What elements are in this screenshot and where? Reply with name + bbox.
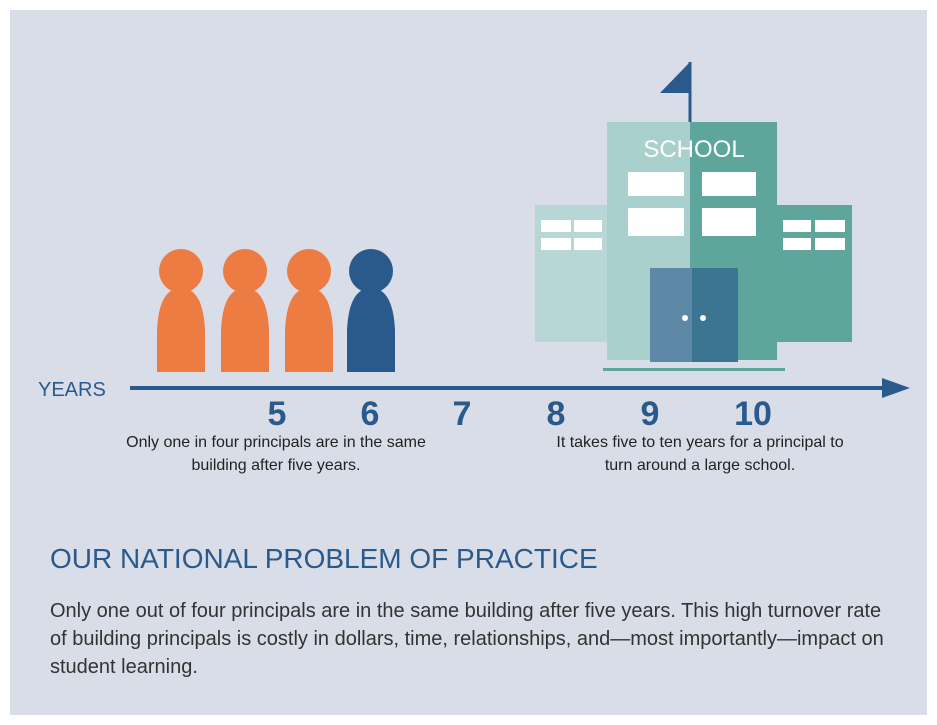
knob <box>700 315 706 321</box>
person-head <box>287 249 331 293</box>
axis-arrow <box>882 378 910 398</box>
year-label: 6 <box>361 395 380 433</box>
person-body <box>285 288 333 372</box>
caption: Only one in four principals are in the s… <box>126 431 426 477</box>
person-head <box>349 249 393 293</box>
base <box>603 368 785 371</box>
flag <box>660 62 690 93</box>
person-body <box>157 288 205 372</box>
page: SCHOOL YEARS 5 6 7 8 9 10 Only one in four pr… <box>0 0 937 725</box>
year-label: 5 <box>268 395 287 433</box>
knob <box>682 315 688 321</box>
caption: It takes five to ten years for a princip… <box>550 431 850 477</box>
year-label: 10 <box>734 395 772 433</box>
person-body <box>347 288 395 372</box>
door-left <box>650 268 692 362</box>
school-sign: SCHOOL <box>643 136 744 163</box>
people <box>157 249 395 372</box>
door-right <box>692 268 738 362</box>
body-text: Only one out of four principals are in t… <box>50 597 890 681</box>
year-label: 8 <box>547 395 566 433</box>
axis-label: YEARS <box>38 379 106 401</box>
year-label: 9 <box>641 395 660 433</box>
school: SCHOOL <box>535 62 852 371</box>
person-head <box>159 249 203 293</box>
person-body <box>221 288 269 372</box>
year-label: 7 <box>453 395 472 433</box>
heading: OUR NATIONAL PROBLEM OF PRACTICE <box>50 543 598 575</box>
person-head <box>223 249 267 293</box>
